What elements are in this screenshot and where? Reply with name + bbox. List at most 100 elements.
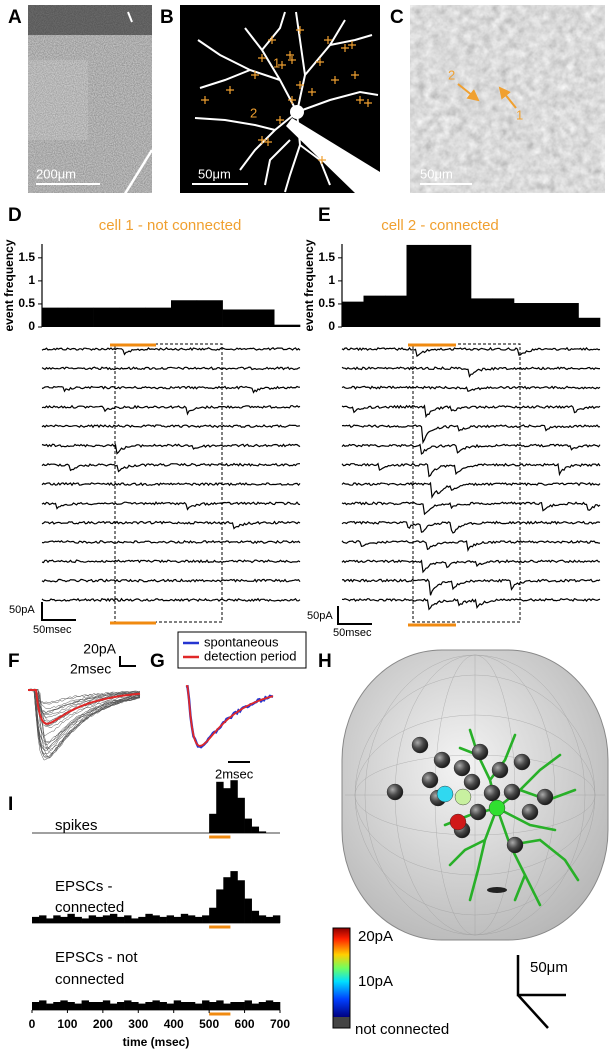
bar — [342, 301, 364, 327]
trace — [41, 578, 301, 583]
bar — [159, 1002, 167, 1010]
bar — [145, 307, 172, 327]
bar — [196, 300, 223, 327]
scale-label: 20pA — [83, 641, 116, 657]
bar — [67, 1002, 75, 1010]
bar — [244, 898, 252, 923]
bar — [216, 889, 224, 923]
bar — [222, 309, 249, 327]
panel-letter: F — [8, 651, 20, 672]
input-cell — [433, 751, 451, 769]
bar — [216, 781, 224, 833]
x-tick-label: 600 — [235, 1017, 255, 1031]
trace — [41, 501, 301, 511]
panel-b: 1 2 50μm B — [160, 5, 380, 193]
bar — [180, 913, 189, 923]
stim-site — [226, 86, 234, 94]
bar — [244, 1000, 252, 1010]
cell-label: 2 — [448, 67, 455, 82]
bar — [272, 1002, 281, 1010]
bar — [492, 298, 515, 327]
bar — [209, 907, 217, 923]
bar — [67, 913, 75, 923]
stim-site — [324, 36, 332, 44]
panel-letter: H — [318, 651, 332, 672]
bar — [88, 1002, 97, 1010]
window-box — [114, 343, 223, 623]
legend-label: spontaneous — [204, 634, 279, 649]
event-trace — [27, 688, 141, 755]
arrow — [457, 83, 480, 102]
stim-site — [286, 51, 294, 59]
bar — [124, 1000, 132, 1010]
pipette — [116, 149, 154, 206]
panel-c: 2 1 50μm C — [390, 5, 605, 193]
input-cell — [454, 788, 472, 806]
input-cell — [521, 803, 539, 821]
trace — [41, 424, 301, 429]
scale-label: 50pA — [307, 610, 333, 622]
trace — [341, 424, 601, 445]
bar — [471, 298, 493, 327]
panel-letter: C — [390, 7, 404, 28]
trace — [41, 482, 301, 487]
trace — [341, 385, 601, 393]
cell-label: 2 — [250, 105, 257, 120]
x-tick-label: 100 — [57, 1017, 77, 1031]
x-tick-label: 400 — [164, 1017, 184, 1031]
bar — [244, 818, 252, 833]
bar — [272, 915, 281, 923]
bar — [138, 916, 146, 923]
bar — [258, 915, 267, 923]
stim-bars — [110, 343, 456, 627]
bar — [230, 780, 238, 833]
bar — [171, 300, 198, 327]
bar — [166, 1003, 175, 1010]
input-cell — [536, 788, 554, 806]
bar — [258, 831, 267, 833]
average-trace — [186, 685, 274, 747]
bar — [67, 307, 94, 327]
bar — [152, 915, 160, 923]
scale-label: 50pA — [9, 604, 35, 616]
stim-site — [348, 41, 356, 49]
bar — [95, 1002, 104, 1010]
trace — [341, 559, 600, 574]
stim-site — [356, 96, 364, 104]
inputs — [386, 736, 554, 854]
event-trace — [27, 688, 141, 750]
stim-site — [351, 71, 359, 79]
bar — [117, 916, 125, 923]
trace — [41, 346, 301, 356]
legend — [177, 631, 307, 669]
event-trace — [27, 689, 141, 758]
bar — [53, 1002, 61, 1010]
stim-site — [258, 54, 266, 62]
scale-label: 2msec — [70, 661, 111, 677]
trace — [341, 578, 601, 596]
input-cell — [491, 761, 509, 779]
bar — [138, 1003, 146, 1010]
scale-label: 50μm — [198, 166, 231, 181]
stim-sites — [201, 26, 372, 164]
input-cell — [513, 753, 531, 771]
bar — [102, 1000, 111, 1010]
input-cell — [411, 736, 429, 754]
pole — [487, 887, 507, 893]
bar — [216, 1000, 224, 1010]
y-axis-label: event frequency — [2, 239, 16, 331]
scale-label: 2msec — [215, 766, 254, 781]
panel-letter: G — [150, 651, 165, 672]
traces — [41, 346, 601, 611]
bar — [145, 913, 153, 923]
bar — [202, 1000, 210, 1010]
input-cell — [471, 743, 489, 761]
bar — [39, 915, 47, 923]
trace — [341, 501, 601, 516]
event-trace — [27, 688, 141, 758]
mark — [127, 11, 133, 23]
bar — [578, 317, 601, 327]
trace — [41, 366, 301, 371]
chart-title: EPSCs - — [55, 878, 113, 895]
bar — [251, 826, 260, 833]
